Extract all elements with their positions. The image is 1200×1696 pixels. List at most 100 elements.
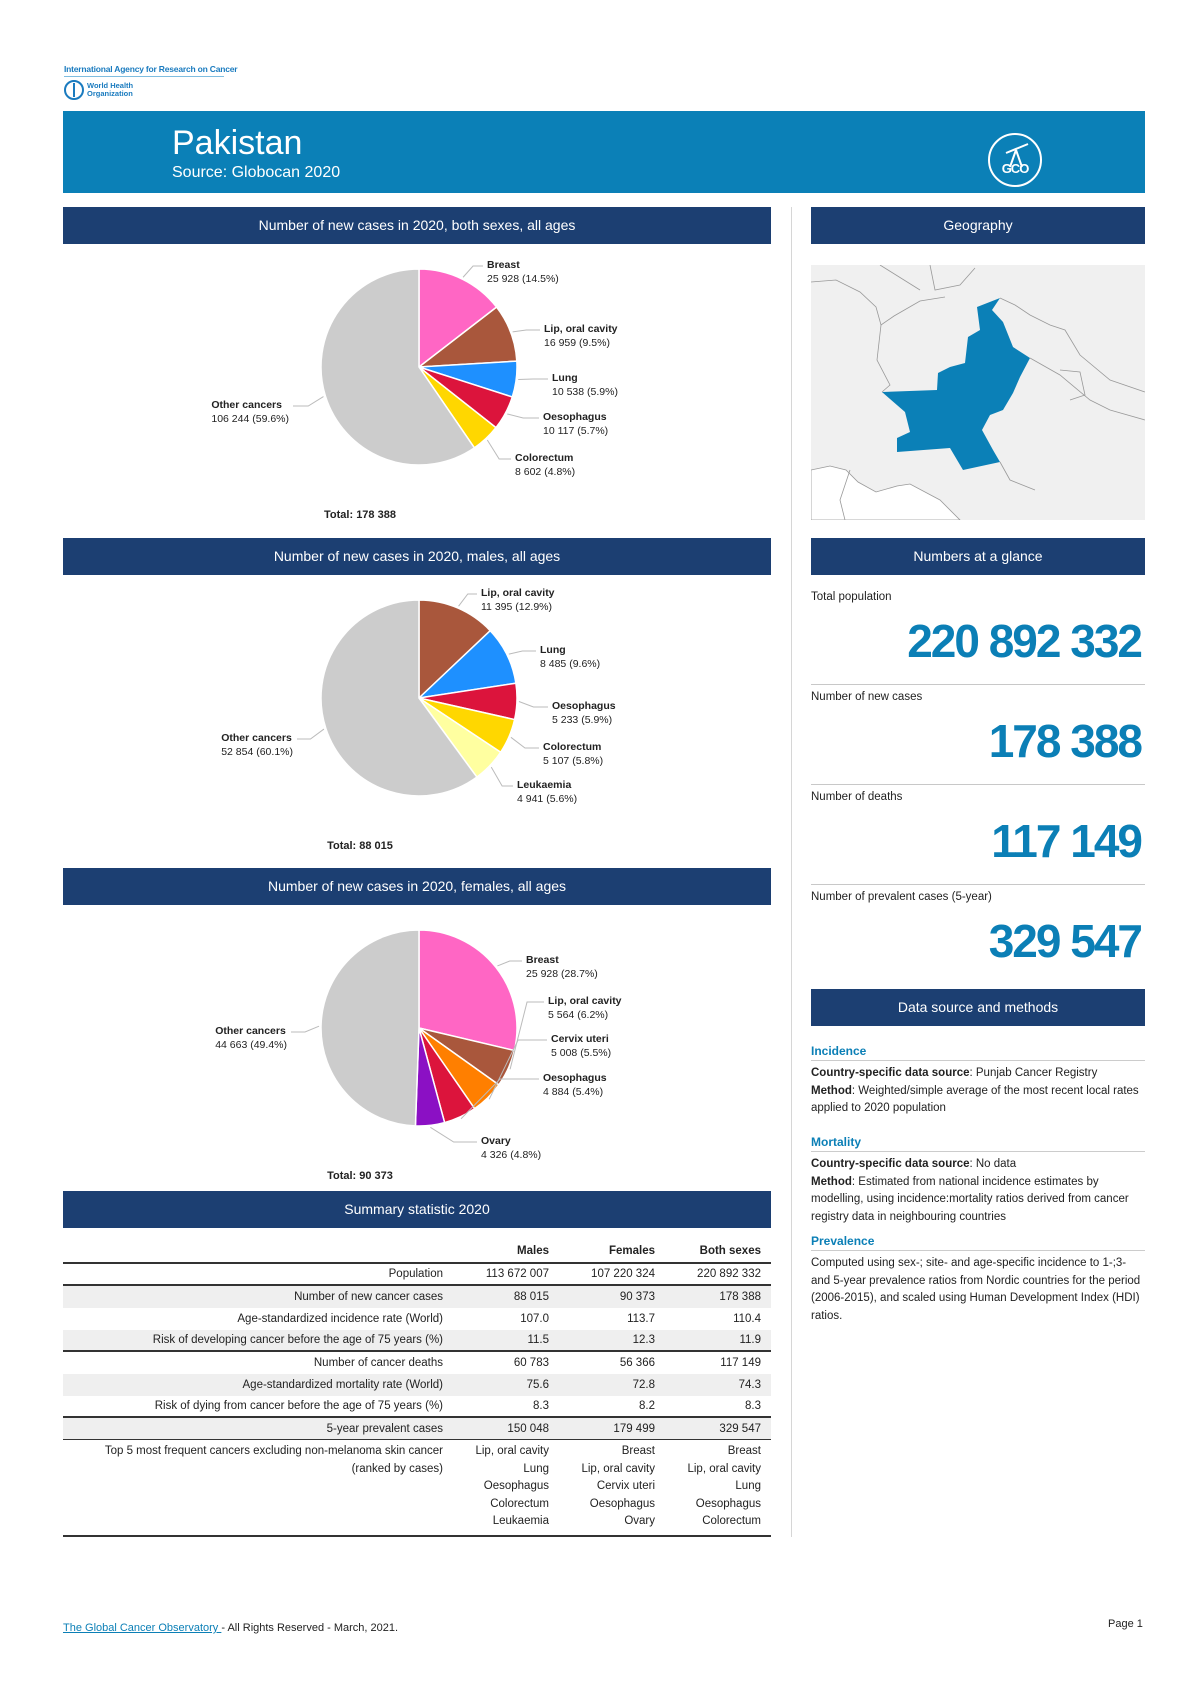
- pie-label: Lung 10 538 (5.9%): [552, 371, 618, 399]
- cell: 74.3: [738, 1379, 761, 1391]
- pie-label-name: Breast: [526, 954, 559, 966]
- leader-line: [508, 650, 536, 655]
- pie-label-name: Lung: [552, 372, 578, 384]
- who-logo: World Health Organization: [64, 80, 137, 100]
- cell: 8.3: [745, 1400, 761, 1412]
- table-header: Males Females Both sexes: [63, 1240, 771, 1264]
- pie-slice-other-cancers: [320, 929, 420, 1127]
- cell: Breast: [727, 1445, 761, 1457]
- glance-label-new-cases: Number of new cases: [811, 691, 923, 703]
- row-label: Risk of dying from cancer before the age…: [154, 1400, 443, 1412]
- leader-line: [297, 728, 325, 740]
- pie-slice-lip-oral-cavity: [418, 599, 492, 700]
- pie-label-value: 5 564 (6.2%): [548, 1009, 609, 1021]
- pie-label-name: Lip, oral cavity: [481, 587, 555, 599]
- methods-line-key: Country-specific data source: [811, 1158, 970, 1170]
- pie-label-value: 25 928 (28.7%): [526, 968, 598, 980]
- methods-header: Data source and methods: [811, 989, 1145, 1026]
- leader-line: [518, 701, 548, 708]
- methods-line: Method: Estimated from national incidenc…: [811, 1174, 1145, 1227]
- summary-table: Males Females Both sexes Population 113 672 …: [63, 1240, 771, 1537]
- methods-line: Computed using sex-; site- and age-speci…: [811, 1255, 1145, 1325]
- leader-line: [518, 378, 548, 381]
- cell: 220 892 332: [697, 1268, 761, 1280]
- pie-label: Other cancers 44 663 (49.4%): [215, 1024, 287, 1052]
- methods-section-prevalence: Prevalence Computed using sex-; site- and…: [811, 1233, 1145, 1325]
- pie-label: Other cancers 52 854 (60.1%): [221, 731, 293, 759]
- leader-line: [486, 439, 511, 460]
- pie-label: Ovary 4 326 (4.8%): [481, 1134, 541, 1162]
- divider: [811, 784, 1145, 785]
- column-header: Both sexes: [699, 1245, 761, 1257]
- summary-header: Summary statistic 2020: [63, 1191, 771, 1228]
- leader-line: [458, 593, 477, 607]
- footer: The Global Cancer Observatory - All Righ…: [63, 1622, 398, 1634]
- cell: Leukaemia: [492, 1515, 549, 1527]
- leader-line: [512, 329, 540, 333]
- cell: 329 547: [719, 1422, 761, 1435]
- methods-section-mortality: Mortality Country-specific data source: N…: [811, 1134, 1145, 1226]
- leader-line: [462, 265, 483, 278]
- glance-value-new-cases: 178 388: [988, 715, 1143, 767]
- cell: 179 499: [613, 1422, 655, 1435]
- pie-label-value: 4 326 (4.8%): [481, 1149, 542, 1161]
- who-logo-text: World Health Organization: [87, 81, 134, 98]
- leader-line: [488, 1039, 547, 1100]
- chart-total-males: Total: 88 015: [327, 840, 393, 852]
- row-label: Age-standardized incidence rate (World): [237, 1313, 443, 1325]
- cell: 113.7: [627, 1313, 655, 1325]
- cell: Oesophagus: [589, 1497, 655, 1510]
- geography-header: Geography: [811, 207, 1145, 244]
- column-header: Females: [608, 1245, 655, 1257]
- row-label: Top 5 most frequent cancers excluding no…: [104, 1445, 443, 1457]
- map-image: [811, 265, 1145, 520]
- cell: 72.8: [632, 1379, 655, 1391]
- row-label: Risk of developing cancer before the age…: [152, 1334, 443, 1346]
- methods-line-key: Method: [811, 1084, 852, 1097]
- pie-label-value: 52 854 (60.1%): [221, 746, 293, 758]
- leader-line: [291, 1025, 320, 1033]
- table-row: 5-year prevalent cases 150 048 179 499 329 …: [63, 1418, 771, 1440]
- cell: 11.5: [527, 1334, 549, 1346]
- pie-label-name: Other cancers: [211, 399, 282, 411]
- table-row: Age-standardized incidence rate (World) 1…: [63, 1308, 771, 1330]
- pie-label: Oesophagus 4 884 (5.4%): [543, 1071, 607, 1099]
- glance-header: Numbers at a glance: [811, 538, 1145, 575]
- pie-label-value: 4 884 (5.4%): [543, 1086, 604, 1098]
- pie-label: Oesophagus 10 117 (5.7%): [543, 410, 608, 438]
- table-row: Population 113 672 007 107 220 324 220 892 …: [63, 1264, 771, 1286]
- cell: Lip, oral cavity: [475, 1445, 549, 1457]
- column-header: Males: [517, 1245, 549, 1257]
- cell: 178 388: [719, 1291, 761, 1303]
- row-label: Population: [388, 1268, 443, 1280]
- chart-total-females: Total: 90 373: [327, 1170, 393, 1182]
- methods-line-text: : Weighted/simple average of the most re…: [811, 1084, 1139, 1115]
- row-label: Number of cancer deaths: [313, 1357, 443, 1369]
- pie-slice-breast: [418, 929, 518, 1052]
- iarc-logo-text: International Agency for Research on Can…: [64, 64, 238, 77]
- page-number: Page 1: [1108, 1618, 1143, 1630]
- pie-label-name: Oesophagus: [543, 411, 607, 423]
- cell: Lip, oral cavity: [687, 1462, 761, 1475]
- methods-line: Country-specific data source: Punjab Can…: [811, 1065, 1145, 1083]
- cell: Colorectum: [490, 1497, 549, 1510]
- glance-value-deaths: 117 149: [991, 815, 1143, 867]
- cell: 117 149: [720, 1357, 761, 1369]
- cell: Ovary: [624, 1515, 655, 1527]
- column-divider: [791, 207, 792, 1537]
- pie-label-name: Leukaemia: [517, 779, 572, 791]
- gco-link[interactable]: The Global Cancer Observatory: [63, 1622, 222, 1634]
- gco-logo: GCO: [988, 133, 1042, 187]
- cell: Lip, oral cavity: [581, 1462, 655, 1475]
- cell: Breast: [621, 1445, 655, 1457]
- pie-label: Leukaemia 4 941 (5.6%): [517, 778, 577, 806]
- leader-line: [507, 413, 539, 419]
- methods-section-incidence: Incidence Country-specific data source: P…: [811, 1043, 1145, 1118]
- pie-slice-other-cancers: [320, 599, 478, 797]
- cell: Colorectum: [702, 1515, 761, 1527]
- row-label: (ranked by cases): [351, 1462, 443, 1475]
- pie-label: Breast 25 928 (14.5%): [487, 258, 559, 286]
- table-row: Risk of dying from cancer before the age…: [63, 1396, 771, 1418]
- pie-label: Oesophagus 5 233 (5.9%): [552, 699, 616, 727]
- leader-line: [430, 1126, 477, 1143]
